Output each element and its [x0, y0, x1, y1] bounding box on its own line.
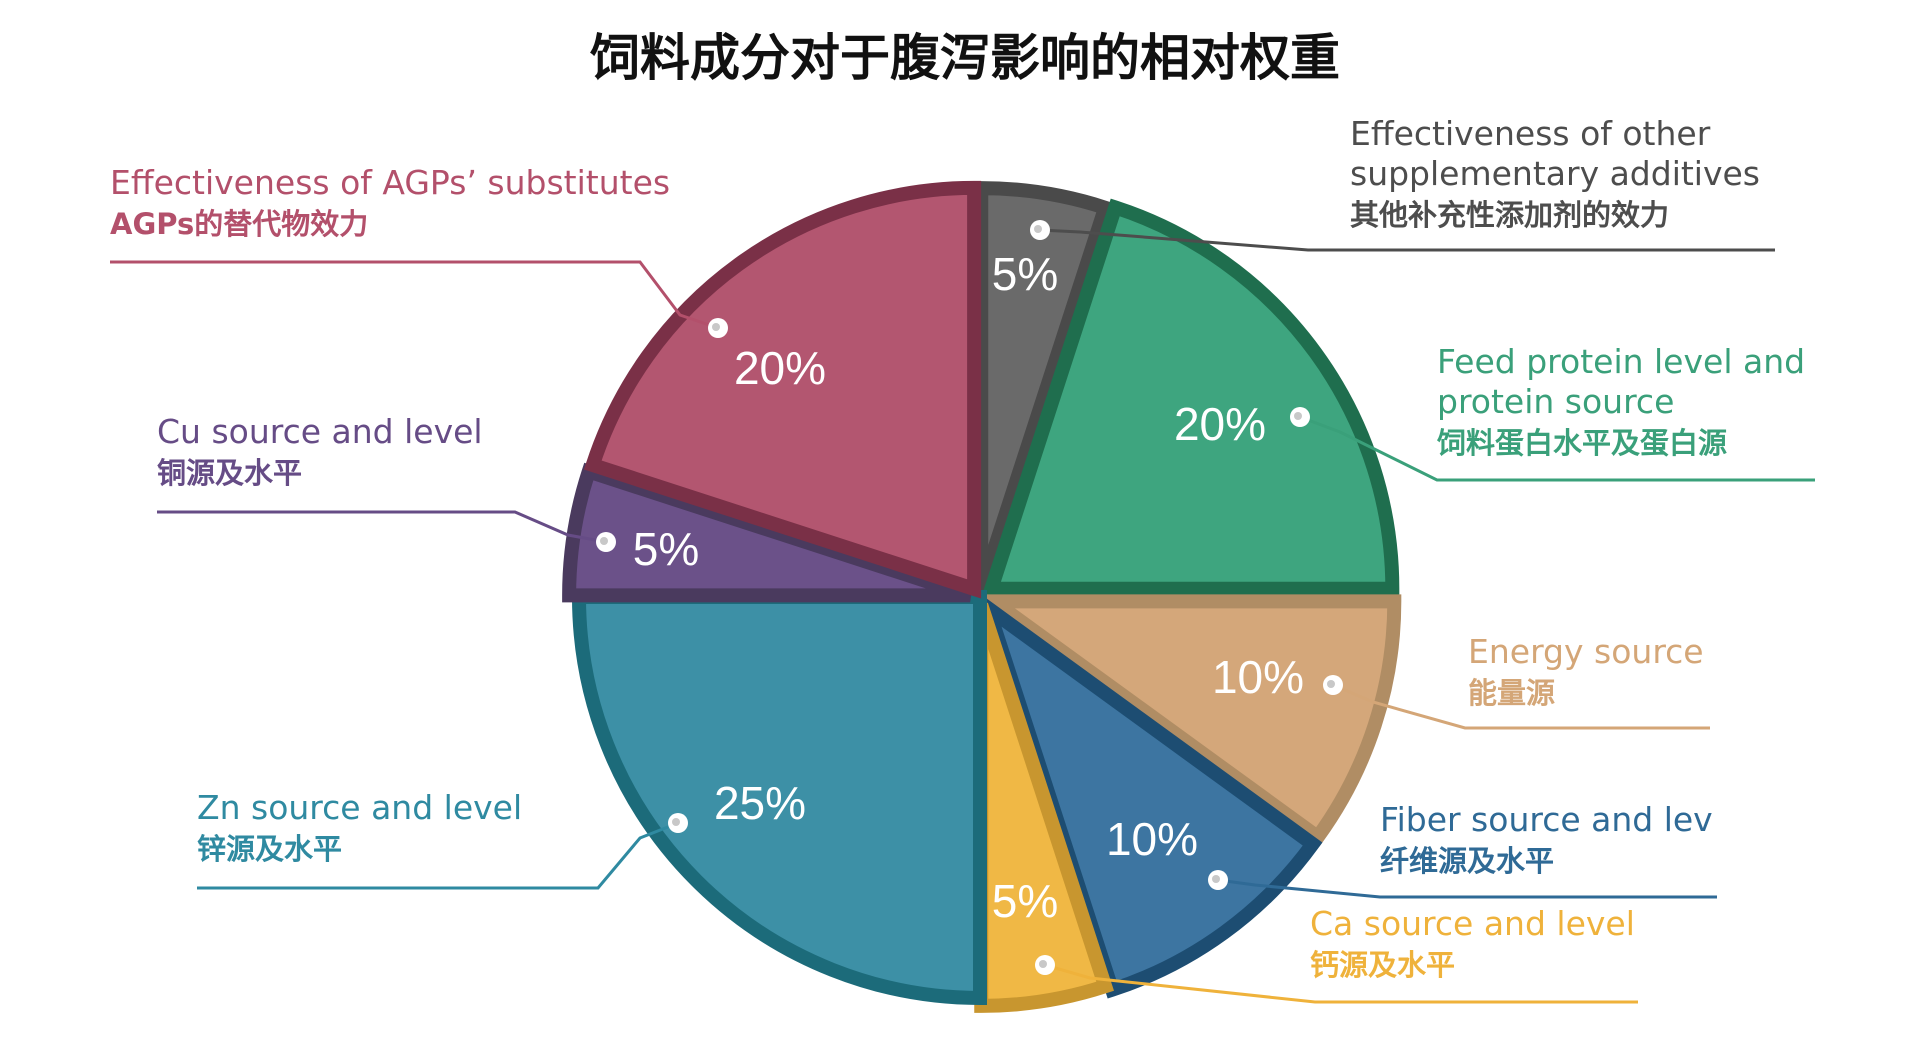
chart-title: 饲料成分对于腹泻影响的相对权重 — [590, 29, 1340, 87]
leader-dot-center-5 — [1039, 960, 1047, 968]
slice-value-label-4: 10% — [1106, 813, 1198, 865]
pie-slice-8 — [583, 180, 982, 599]
slice-label-en-2-2: protein source — [1437, 382, 1674, 421]
slice-label-zh-8: AGPs的替代物效力 — [110, 207, 368, 241]
slice-label-zh-5: 钙源及水平 — [1310, 948, 1455, 982]
pie-slices — [562, 180, 1402, 1013]
slice-value-label-5: 5% — [992, 875, 1058, 927]
slice-label-en-6-1: Zn source and level — [197, 788, 522, 827]
slice-label-en-1-2: supplementary additives — [1350, 154, 1760, 193]
leader-dot-center-1 — [1034, 225, 1042, 233]
slice-label-en-5-1: Ca source and level — [1310, 904, 1635, 943]
slice-label-en-2-1: Feed protein level and — [1437, 342, 1805, 381]
pie-slice-7 — [562, 462, 973, 603]
slice-value-label-3: 10% — [1212, 651, 1304, 703]
slice-label-zh-6: 锌源及水平 — [197, 832, 342, 866]
pie-slice-1 — [974, 181, 1114, 592]
pie-slice-2 — [981, 198, 1400, 596]
leader-line-3 — [1332, 683, 1710, 730]
leader-dot-center-7 — [600, 537, 608, 545]
pie-slice-5 — [974, 602, 1114, 1013]
slice-label-zh-3: 能量源 — [1468, 676, 1555, 710]
slice-label-zh-2: 饲料蛋白水平及蛋白源 — [1436, 426, 1727, 460]
slice-value-label-7: 5% — [633, 523, 699, 575]
leader-line-1 — [1039, 228, 1775, 252]
slice-label-en-1-1: Effectiveness of other — [1350, 114, 1711, 153]
pie-slice-6 — [571, 590, 987, 1006]
slice-label-zh-7: 铜源及水平 — [157, 456, 302, 490]
slice-label-en-4-1: Fiber source and lev — [1380, 800, 1713, 839]
slice-label-en-3-1: Energy source — [1468, 632, 1704, 671]
leader-line-7 — [157, 510, 607, 544]
leader-line-2 — [1299, 415, 1815, 482]
leader-line-6 — [197, 821, 679, 890]
slice-label-zh-1: 其他补充性添加剂的效力 — [1350, 198, 1669, 232]
leader-line-4 — [1217, 878, 1717, 899]
leader-line-5 — [1044, 963, 1638, 1004]
leader-dot-center-3 — [1327, 680, 1335, 688]
slice-value-label-8: 20% — [734, 342, 826, 394]
leader-dot-center-6 — [672, 818, 680, 826]
leader-line-8 — [110, 260, 719, 330]
slice-value-label-6: 25% — [714, 777, 806, 829]
leader-lines — [110, 220, 1815, 1004]
leader-dot-center-8 — [712, 323, 720, 331]
leader-dot-center-4 — [1212, 875, 1220, 883]
leader-dot-center-2 — [1294, 412, 1302, 420]
slice-label-en-7-1: Cu source and level — [157, 412, 483, 451]
slice-value-label-1: 5% — [992, 248, 1058, 300]
slice-label-zh-4: 纤维源及水平 — [1380, 844, 1554, 878]
pie-slice-3 — [971, 594, 1402, 847]
slice-label-en-8-1: Effectiveness of AGPs’ substitutes — [110, 163, 670, 202]
slice-value-label-2: 20% — [1174, 398, 1266, 450]
